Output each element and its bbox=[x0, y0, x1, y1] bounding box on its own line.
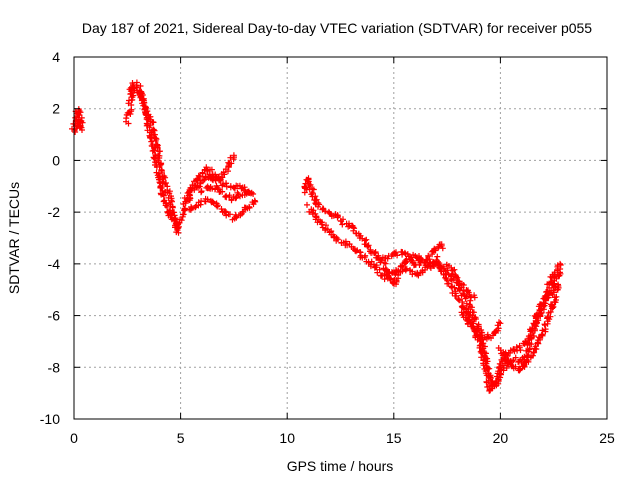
data-segment bbox=[198, 182, 252, 204]
x-tick-labels: 0 5 10 15 20 25 bbox=[70, 430, 615, 446]
y-axis-label: SDTVAR / TECUs bbox=[6, 182, 22, 294]
chart-title: Day 187 of 2021, Sidereal Day-to-day VTE… bbox=[82, 20, 592, 36]
y-tick-label: 2 bbox=[52, 101, 60, 117]
y-tick-label: -8 bbox=[48, 359, 61, 375]
data-segment bbox=[378, 241, 446, 269]
data-point-markers bbox=[458, 309, 504, 343]
data-point-markers bbox=[186, 195, 259, 223]
data-segment bbox=[495, 281, 562, 374]
data-segment bbox=[301, 175, 564, 389]
x-tick-label: 0 bbox=[70, 430, 78, 446]
data-point-markers bbox=[378, 241, 446, 269]
data-point-markers bbox=[301, 175, 564, 389]
axis-ticks bbox=[73, 56, 608, 420]
x-tick-label: 20 bbox=[493, 430, 509, 446]
data-point-markers bbox=[443, 261, 478, 301]
y-tick-label: -6 bbox=[48, 308, 61, 324]
grid-lines bbox=[74, 57, 607, 419]
x-tick-label: 5 bbox=[177, 430, 185, 446]
x-tick-label: 25 bbox=[599, 430, 615, 446]
data-point-markers bbox=[69, 106, 86, 135]
data-segment bbox=[443, 261, 478, 301]
plot-frame bbox=[73, 56, 608, 420]
x-tick-label: 10 bbox=[279, 430, 295, 446]
y-tick-label: -4 bbox=[48, 256, 61, 272]
data-points bbox=[69, 79, 564, 394]
x-axis-label: GPS time / hours bbox=[287, 458, 394, 474]
data-point-markers bbox=[183, 152, 237, 204]
data-segment bbox=[186, 195, 259, 223]
data-segment bbox=[126, 84, 182, 236]
data-segment bbox=[69, 106, 86, 135]
data-point-markers bbox=[126, 84, 182, 236]
data-segment bbox=[458, 309, 504, 343]
y-tick-label: -2 bbox=[48, 204, 61, 220]
y-tick-label: 0 bbox=[52, 152, 60, 168]
x-tick-label: 15 bbox=[386, 430, 402, 446]
y-tick-label: 4 bbox=[52, 49, 60, 65]
data-segment bbox=[183, 152, 237, 204]
data-point-markers bbox=[198, 182, 252, 204]
y-tick-label: -10 bbox=[40, 411, 60, 427]
data-point-markers bbox=[495, 281, 562, 374]
y-tick-labels: -10 -8 -6 -4 -2 0 2 4 bbox=[40, 49, 60, 427]
